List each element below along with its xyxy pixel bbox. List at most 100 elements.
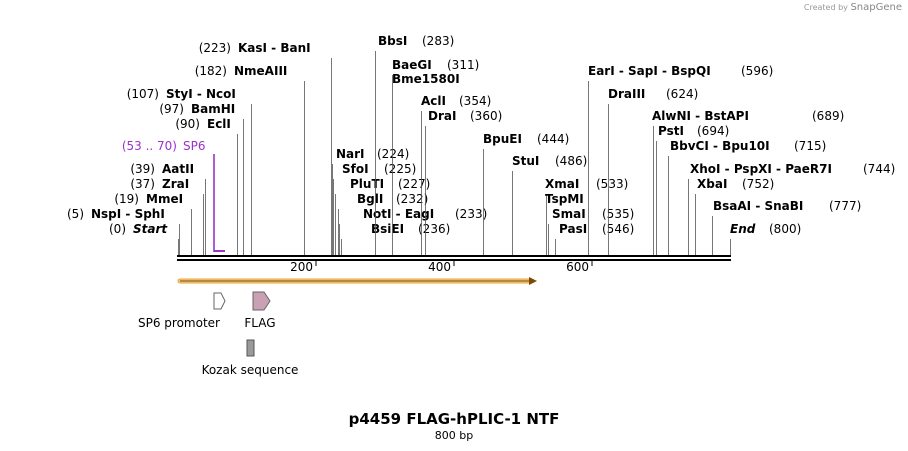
site-position: (223) <box>199 41 231 55</box>
site-name: Bme1580I <box>392 72 460 86</box>
site-position: (0) <box>109 222 126 236</box>
restriction-site: XmaI (533) <box>545 177 628 255</box>
restriction-site: XbaI (752) <box>695 177 774 255</box>
kozak-box <box>246 339 255 357</box>
restriction-site: Bme1580I <box>392 72 460 86</box>
site-name: TspMI <box>545 192 584 206</box>
site-name: PstI <box>658 124 684 138</box>
site-position: (777) <box>829 199 861 213</box>
site-name: KasI - BanI <box>238 41 311 55</box>
site-name: BaeGI <box>392 58 432 72</box>
site-position: (107) <box>127 87 159 101</box>
site-position: (225) <box>384 162 416 176</box>
site-position: (360) <box>470 109 502 123</box>
sp6-promoter-arrow <box>213 292 226 310</box>
site-name: BamHI <box>191 102 235 116</box>
snapgene-credit: Created by SnapGene <box>804 2 902 13</box>
restriction-site: Start (0) <box>109 222 179 255</box>
site-position: (224) <box>377 147 409 161</box>
restriction-site: EarI - SapI - BspQI (596) <box>588 64 773 255</box>
restriction-site: BsiEI (236) <box>341 222 450 255</box>
restriction-site: KasI - BanI (223) <box>199 41 332 255</box>
restriction-site: ZraI (37) <box>130 177 204 255</box>
restriction-site: BaeGI (311) <box>392 58 479 255</box>
restriction-site: StuI (486) <box>512 154 587 255</box>
site-position: (182) <box>195 64 227 78</box>
backbone-top-strand <box>177 255 731 257</box>
restriction-site: NarI (224) <box>332 147 409 255</box>
site-name: PasI <box>559 222 587 236</box>
restriction-site: NmeAIII (182) <box>195 64 305 255</box>
scale-tick-label: 200 <box>290 260 313 274</box>
site-name: XbaI <box>697 177 727 191</box>
site-name: NmeAIII <box>234 64 287 78</box>
restriction-site: NspI - SphI (5) <box>67 207 180 255</box>
restriction-site: AlwNI - BstAPI (689) <box>652 109 844 255</box>
restriction-site: XhoI - PspXI - PaeR7I (744) <box>688 162 895 255</box>
restriction-site: SmaI (535) <box>548 207 634 255</box>
site-position: (37) <box>130 177 155 191</box>
site-position: (283) <box>422 34 454 48</box>
site-name: AlwNI - BstAPI <box>652 109 749 123</box>
restriction-site: SfoI (225) <box>333 162 416 255</box>
feature-sp6-promoter: SP6 promoter <box>138 292 226 330</box>
feature-label: SP6 promoter <box>138 316 220 330</box>
site-position: (715) <box>794 139 826 153</box>
feature-flag: FLAG <box>244 291 276 330</box>
site-name: XhoI - PspXI - PaeR7I <box>690 162 832 176</box>
site-position: (444) <box>537 132 569 146</box>
site-position: (546) <box>602 222 634 236</box>
restriction-site: DraI (360) <box>425 109 502 255</box>
site-name: BbsI <box>378 34 407 48</box>
feature-label: Kozak sequence <box>202 363 299 377</box>
site-position: (624) <box>666 87 698 101</box>
scale-tick-label: 400 <box>428 260 451 274</box>
flag-arrow <box>252 291 271 311</box>
restriction-site: AatII (39) <box>130 162 206 255</box>
site-position: (535) <box>602 207 634 221</box>
restriction-site: BbsI (283) <box>375 34 454 255</box>
site-name: EclI <box>207 117 231 131</box>
site-position: (227) <box>398 177 430 191</box>
restriction-site: DraIII (624) <box>608 87 698 255</box>
site-position: (689) <box>812 109 844 123</box>
restriction-site: End (800) <box>730 222 801 255</box>
site-position: (752) <box>742 177 774 191</box>
site-name: SmaI <box>552 207 586 221</box>
site-position: (232) <box>396 192 428 206</box>
site-position: (19) <box>114 192 139 206</box>
site-name: BsiEI <box>371 222 404 236</box>
site-name: StyI - NcoI <box>166 87 236 101</box>
credit-prefix: Created by <box>803 3 848 12</box>
site-position: (354) <box>459 94 491 108</box>
restriction-site: BbvCI - Bpu10I (715) <box>668 139 826 255</box>
plasmid-length: 800 bp <box>434 429 474 442</box>
site-position: (486) <box>555 154 587 168</box>
site-position: (744) <box>863 162 895 176</box>
restriction-site: BpuEI (444) <box>483 132 569 255</box>
restriction-site: BamHI (97) <box>159 102 244 255</box>
restriction-site: PasI (546) <box>555 222 634 255</box>
site-name: SfoI <box>342 162 369 176</box>
restriction-site: MmeI (19) <box>114 192 192 255</box>
site-position: (5) <box>67 207 84 221</box>
site-position: (97) <box>159 102 184 116</box>
site-name: DraI <box>428 109 456 123</box>
site-name: PluTI <box>350 177 384 191</box>
restriction-site: SP6 (53 .. 70) <box>122 139 225 252</box>
restriction-site: NotI - EagI (233) <box>339 207 487 255</box>
site-name: DraIII <box>608 87 645 101</box>
restriction-site: BglI (232) <box>338 192 428 255</box>
restriction-site: BsaAI - SnaBI (777) <box>712 199 861 255</box>
restriction-site: TspMI <box>545 192 584 206</box>
site-position: (236) <box>418 222 450 236</box>
site-name: SP6 <box>183 139 206 153</box>
site-name: NarI <box>336 147 365 161</box>
site-name: ZraI <box>162 177 189 191</box>
site-position: (311) <box>447 58 479 72</box>
site-name: NotI - EagI <box>363 207 434 221</box>
feature-kozak-sequence: Kozak sequence <box>202 339 299 377</box>
site-name: EarI - SapI - BspQI <box>588 64 711 78</box>
site-name: NspI - SphI <box>91 207 165 221</box>
